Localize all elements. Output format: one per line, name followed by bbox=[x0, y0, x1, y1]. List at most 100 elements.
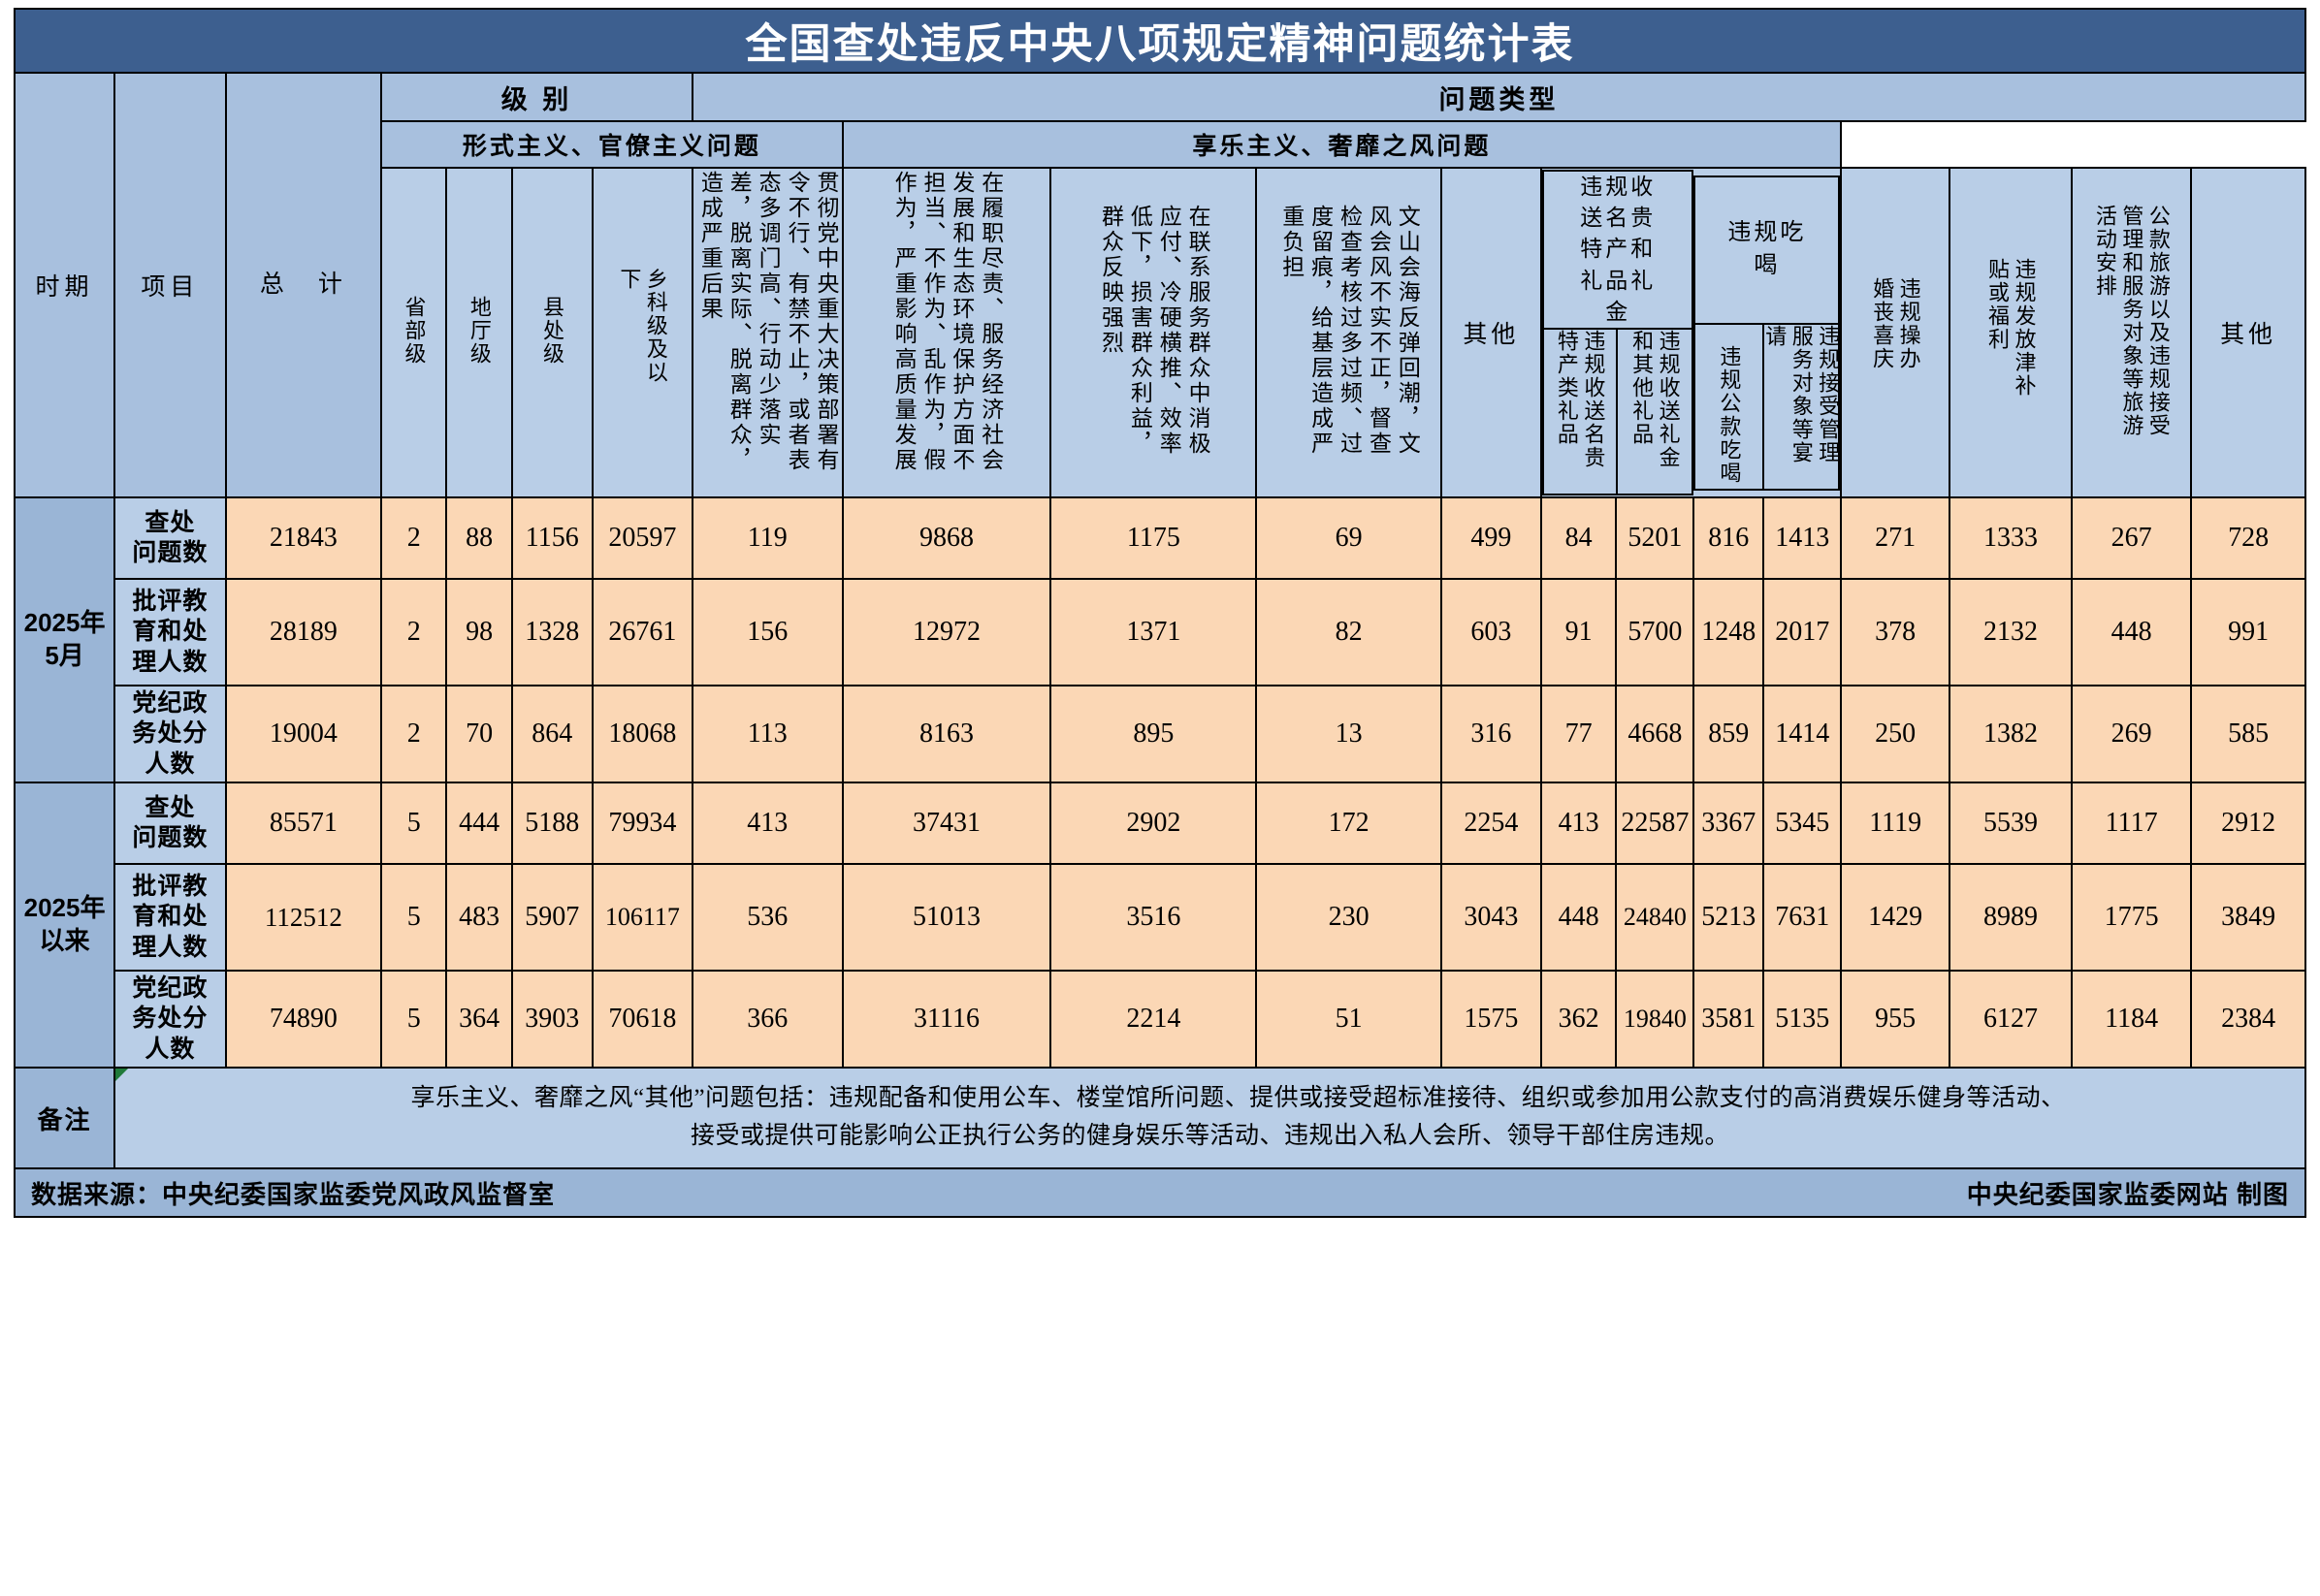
period-label-since-2025: 2025年 以来 bbox=[13, 782, 116, 1069]
cell-level: 5 bbox=[380, 970, 448, 1069]
cell-hedonism: 1119 bbox=[1840, 782, 1950, 865]
cell-total: 112512 bbox=[224, 863, 383, 972]
header-row-subgroup: 形式主义、官僚主义问题 享乐主义、奢靡之风问题 bbox=[15, 120, 2305, 169]
table-row: 2025年 以来 查处 问题数 85571 5 444 5188 79934 4… bbox=[13, 782, 2306, 1069]
table-row: 批评教 育和处 理人数 112512 5 483 5907 106117 536… bbox=[15, 863, 2306, 972]
credit-label: 中央纪委国家监委网站 制图 bbox=[1966, 1179, 2289, 1209]
cell-hedonism: 19840 bbox=[1615, 970, 1695, 1069]
header-hedonism-travel: 公款旅游以及违规接受管理和服务对象等旅游活动安排 bbox=[2071, 167, 2193, 498]
header-row-columns: 省部级 地厅级 县处级 乡科级及以下 贯彻党中央重大决策部署有令不行、有禁不止，… bbox=[15, 167, 2306, 498]
header-hedonism-gift-cash: 违规收送礼金和其他礼品 bbox=[1615, 327, 1694, 495]
cell-level: 864 bbox=[510, 685, 594, 783]
cell-hedonism: 5201 bbox=[1615, 496, 1695, 580]
cell-hedonism: 1429 bbox=[1840, 863, 1950, 972]
cell-hedonism: 816 bbox=[1692, 496, 1765, 580]
header-formalism-col-3: 在联系服务群众中消极应付、冷硬横推、效率低下，损害群众利益，群众反映强烈 bbox=[1049, 167, 1258, 498]
note-body: 享乐主义、奢靡之风“其他”问题包括：违规配备和使用公车、楼堂馆所问题、提供或接受… bbox=[113, 1067, 2306, 1169]
cell-hedonism: 3849 bbox=[2190, 863, 2306, 972]
cell-formalism: 82 bbox=[1255, 578, 1442, 686]
cell-formalism: 2214 bbox=[1049, 970, 1258, 1069]
cell-level: 106117 bbox=[591, 863, 693, 972]
cell-total: 19004 bbox=[224, 685, 383, 783]
cell-hedonism: 5135 bbox=[1762, 970, 1843, 1069]
header-hedonism-other: 其他 bbox=[2190, 167, 2306, 498]
cell-total: 28189 bbox=[224, 578, 383, 686]
cell-level: 364 bbox=[445, 970, 513, 1069]
cell-hedonism: 6127 bbox=[1948, 970, 2074, 1069]
header-level-prefecture: 地厅级 bbox=[445, 167, 513, 498]
cell-hedonism: 955 bbox=[1840, 970, 1950, 1069]
header-hedonism-accept-banquet: 违规接受管理服务对象等宴请 bbox=[1761, 322, 1841, 491]
cell-level: 5907 bbox=[510, 863, 594, 972]
period-label-may-2025: 2025年 5月 bbox=[13, 496, 116, 783]
cell-hedonism: 413 bbox=[1539, 782, 1618, 865]
cell-hedonism: 24840 bbox=[1615, 863, 1695, 972]
header-formalism-col-1: 贯彻党中央重大决策部署有令不行、有禁不止，或者表态多调门高、行动少落实差，脱离实… bbox=[691, 167, 844, 498]
cell-hedonism: 1413 bbox=[1762, 496, 1843, 580]
cell-formalism: 156 bbox=[691, 578, 844, 686]
cell-hedonism: 4668 bbox=[1615, 685, 1695, 783]
cell-hedonism: 1775 bbox=[2071, 863, 2193, 972]
table-row: 党纪政 务处分 人数 19004 2 70 864 18068 113 8163… bbox=[15, 685, 2306, 783]
cell-formalism: 366 bbox=[691, 970, 844, 1069]
header-problem-type-group: 问题类型 bbox=[691, 72, 2307, 122]
cell-formalism: 37431 bbox=[841, 782, 1052, 865]
cell-hedonism: 448 bbox=[1539, 863, 1618, 972]
cell-formalism: 3516 bbox=[1049, 863, 1258, 972]
header-hedonism-allowances: 违规发放津补贴或福利 bbox=[1948, 167, 2074, 498]
cell-level: 70 bbox=[445, 685, 513, 783]
cell-formalism: 1575 bbox=[1439, 970, 1542, 1069]
cell-hedonism: 271 bbox=[1840, 496, 1950, 580]
header-hedonism-eat-group: 违规吃喝 bbox=[1693, 175, 1841, 325]
cell-hedonism: 2912 bbox=[2190, 782, 2306, 865]
cell-formalism: 51013 bbox=[841, 863, 1052, 972]
header-hedonism-eat-block: 违规吃喝 违规公款吃喝 违规接受管理服务对象等宴请 bbox=[1693, 168, 1842, 497]
cell-formalism: 51 bbox=[1255, 970, 1442, 1069]
item-label: 查处 问题数 bbox=[113, 782, 227, 865]
cell-total: 74890 bbox=[224, 970, 383, 1069]
page-title: 全国查处违反中央八项规定精神问题统计表 bbox=[14, 8, 2306, 74]
cell-level: 88 bbox=[445, 496, 513, 580]
cell-formalism: 8163 bbox=[841, 685, 1052, 783]
cell-formalism: 13 bbox=[1255, 685, 1442, 783]
header-hedonism-group: 享乐主义、奢靡之风问题 bbox=[841, 120, 1843, 169]
cell-hedonism: 728 bbox=[2190, 496, 2306, 580]
header-hedonism-public-funds-dining: 违规公款吃喝 bbox=[1693, 322, 1764, 491]
cell-hedonism: 2017 bbox=[1762, 578, 1843, 686]
cell-hedonism: 1414 bbox=[1762, 685, 1843, 783]
item-label: 查处 问题数 bbox=[113, 496, 227, 580]
cell-formalism: 31116 bbox=[841, 970, 1052, 1069]
cell-formalism: 2254 bbox=[1439, 782, 1542, 865]
cell-formalism: 119 bbox=[691, 496, 844, 580]
header-formalism-col-other: 其他 bbox=[1439, 167, 1542, 498]
cell-formalism: 536 bbox=[691, 863, 844, 972]
cell-level: 1156 bbox=[510, 496, 594, 580]
cell-hedonism: 1248 bbox=[1692, 578, 1765, 686]
cell-formalism: 499 bbox=[1439, 496, 1542, 580]
header-formalism-col-2: 在履职尽责、服务经济社会发展和生态环境保护方面不担当、不作为、乱作为，假作为，严… bbox=[841, 167, 1052, 498]
source-row: 数据来源：中央纪委国家监委党风政风监督室 中央纪委国家监委网站 制图 bbox=[14, 1167, 2306, 1218]
cell-hedonism: 3581 bbox=[1692, 970, 1765, 1069]
cell-hedonism: 250 bbox=[1840, 685, 1950, 783]
note-row: 备注 享乐主义、奢靡之风“其他”问题包括：违规配备和使用公车、楼堂馆所问题、提供… bbox=[13, 1067, 2306, 1169]
cell-formalism: 413 bbox=[691, 782, 844, 865]
cell-hedonism: 267 bbox=[2071, 496, 2193, 580]
cell-hedonism: 22587 bbox=[1615, 782, 1695, 865]
note-label: 备注 bbox=[13, 1067, 116, 1169]
header-hedonism-weddings: 违规操办婚丧喜庆 bbox=[1840, 167, 1950, 498]
cell-level: 79934 bbox=[591, 782, 693, 865]
cell-level: 5 bbox=[380, 863, 448, 972]
header-level-provincial: 省部级 bbox=[380, 167, 448, 498]
item-label: 批评教 育和处 理人数 bbox=[113, 863, 227, 972]
header-hedonism-gift-group: 违规收送名贵特产和礼品礼金 bbox=[1541, 170, 1694, 330]
note-line-2: 接受或提供可能影响公正执行公务的健身娱乐等活动、违规出入私人会所、领导干部住房违… bbox=[691, 1123, 1730, 1149]
cell-hedonism: 1333 bbox=[1948, 496, 2074, 580]
header-hedonism-gift-specialty: 违规收送名贵特产类礼品 bbox=[1541, 327, 1618, 495]
cell-level: 2 bbox=[380, 685, 448, 783]
cell-hedonism: 77 bbox=[1539, 685, 1618, 783]
header-period: 时期 bbox=[13, 72, 116, 498]
cell-hedonism: 1117 bbox=[2071, 782, 2193, 865]
cell-hedonism: 8989 bbox=[1948, 863, 2074, 972]
header-formalism-group: 形式主义、官僚主义问题 bbox=[380, 120, 844, 169]
cell-level: 2 bbox=[380, 578, 448, 686]
